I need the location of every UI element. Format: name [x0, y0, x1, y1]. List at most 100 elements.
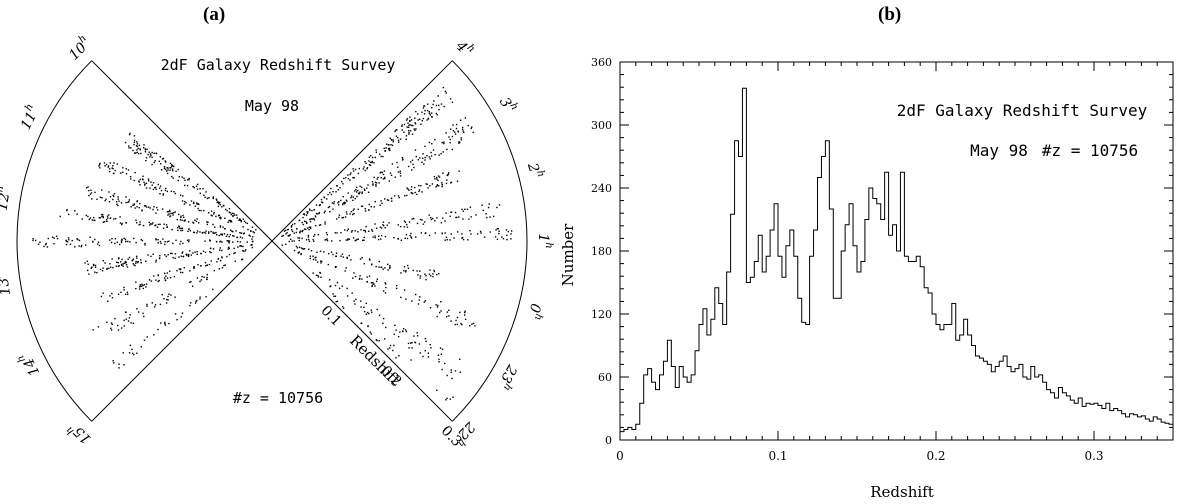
galaxy-point: [214, 226, 216, 228]
galaxy-point: [87, 263, 89, 265]
galaxy-point: [438, 185, 440, 187]
galaxy-point: [244, 250, 246, 252]
galaxy-point: [200, 279, 203, 281]
galaxy-point: [452, 396, 454, 398]
galaxy-point: [312, 272, 314, 274]
galaxy-point: [316, 213, 318, 215]
galaxy-point: [394, 176, 396, 178]
galaxy-point: [173, 190, 175, 193]
galaxy-point: [237, 246, 239, 248]
galaxy-point: [404, 221, 407, 223]
galaxy-point: [342, 307, 345, 309]
galaxy-point: [378, 153, 381, 155]
galaxy-point: [382, 290, 385, 292]
galaxy-point: [34, 239, 37, 242]
galaxy-point: [471, 126, 473, 128]
galaxy-point: [372, 281, 374, 284]
galaxy-point: [208, 231, 210, 233]
galaxy-point: [222, 204, 225, 207]
galaxy-point: [129, 147, 132, 149]
galaxy-point: [96, 243, 99, 245]
galaxy-point: [422, 355, 424, 358]
galaxy-point: [382, 221, 385, 223]
y-tick-label: 180: [591, 245, 612, 258]
galaxy-point: [228, 240, 231, 242]
galaxy-point: [354, 230, 356, 232]
galaxy-point: [133, 353, 135, 356]
galaxy-point: [389, 265, 391, 267]
galaxy-point: [128, 145, 130, 147]
galaxy-point: [76, 238, 78, 240]
galaxy-point: [497, 228, 499, 230]
galaxy-point: [129, 132, 131, 135]
galaxy-point: [203, 194, 205, 196]
galaxy-point: [171, 164, 173, 166]
galaxy-point: [155, 239, 157, 241]
galaxy-point: [162, 157, 165, 160]
galaxy-point: [464, 310, 466, 312]
galaxy-point: [232, 235, 234, 237]
galaxy-point: [494, 236, 497, 238]
galaxy-point: [291, 240, 293, 242]
galaxy-point: [357, 208, 359, 211]
galaxy-point: [101, 213, 103, 216]
galaxy-point: [377, 238, 380, 241]
galaxy-point: [218, 234, 220, 237]
galaxy-point: [181, 176, 183, 178]
galaxy-point: [363, 166, 365, 168]
galaxy-point: [442, 86, 445, 89]
galaxy-point: [133, 179, 135, 182]
galaxy-point: [164, 243, 166, 245]
galaxy-point: [385, 326, 387, 329]
galaxy-point: [102, 267, 104, 269]
galaxy-point: [167, 214, 169, 216]
galaxy-point: [239, 218, 241, 220]
galaxy-point: [139, 148, 141, 150]
galaxy-point: [188, 239, 190, 241]
galaxy-point: [291, 230, 294, 233]
galaxy-point: [129, 241, 131, 243]
galaxy-point: [426, 109, 429, 112]
galaxy-point: [255, 229, 257, 231]
galaxy-point: [410, 232, 412, 235]
galaxy-point: [99, 167, 101, 169]
galaxy-point: [228, 207, 231, 210]
galaxy-point: [284, 229, 287, 232]
galaxy-point: [418, 299, 421, 301]
galaxy-point: [159, 240, 162, 243]
galaxy-point: [189, 270, 191, 272]
galaxy-point: [456, 231, 459, 233]
galaxy-point: [117, 324, 119, 327]
galaxy-point: [464, 117, 467, 119]
galaxy-point: [194, 251, 196, 253]
galaxy-point: [405, 270, 407, 272]
galaxy-point: [241, 237, 244, 239]
galaxy-point: [440, 353, 443, 355]
galaxy-point: [382, 317, 385, 320]
galaxy-point: [411, 159, 414, 161]
galaxy-point: [210, 210, 213, 212]
galaxy-point: [428, 214, 430, 216]
galaxy-point: [164, 168, 167, 171]
galaxy-point: [47, 237, 49, 240]
galaxy-point: [461, 208, 463, 211]
galaxy-point: [410, 192, 412, 194]
galaxy-point: [178, 213, 180, 216]
galaxy-point: [449, 398, 452, 400]
galaxy-point: [196, 202, 198, 204]
galaxy-point: [151, 163, 153, 166]
galaxy-point: [240, 258, 243, 261]
galaxy-point: [180, 240, 182, 243]
galaxy-point: [446, 148, 448, 151]
galaxy-point: [441, 232, 443, 235]
galaxy-point: [454, 133, 457, 135]
galaxy-point: [151, 156, 153, 158]
galaxy-point: [423, 221, 426, 223]
galaxy-point: [112, 198, 114, 201]
galaxy-point: [419, 270, 421, 272]
galaxy-point: [120, 261, 122, 263]
galaxy-point: [432, 273, 434, 275]
galaxy-point: [425, 340, 427, 343]
galaxy-point: [440, 152, 442, 155]
galaxy-point: [506, 234, 508, 237]
